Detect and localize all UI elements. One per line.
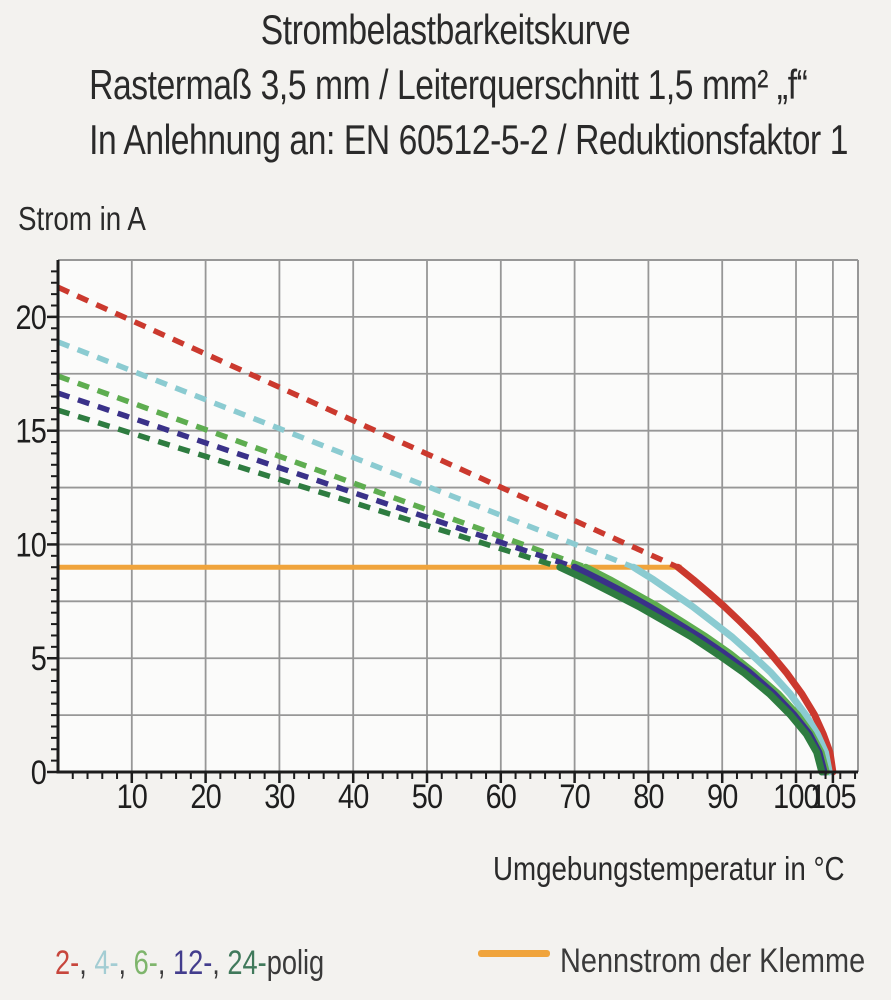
title-line-2: Rastermaß 3,5 mm / Leiterquerschnitt 1,5… — [89, 61, 808, 108]
legend-separator: , — [79, 944, 95, 982]
y-tick-label: 10 — [16, 525, 47, 564]
curve-4-polig-solid — [630, 563, 833, 776]
curve-2-polig-solid — [674, 563, 837, 776]
x-tick-label: 20 — [190, 777, 221, 816]
x-tick-label: 30 — [264, 777, 295, 816]
y-tick-label: 20 — [16, 298, 47, 337]
y-axis-title: Strom in A — [18, 200, 146, 237]
chart-title: Strombelastbarkeitskurve Rastermaß 3,5 m… — [0, 2, 891, 167]
y-tick-label: 15 — [16, 411, 47, 450]
legend-item-6polig: 6- — [133, 944, 158, 982]
curve-12-polig-dashed — [57, 390, 576, 570]
x-tick-label: 80 — [633, 777, 664, 816]
legend-suffix: polig — [266, 944, 325, 982]
x-tick-label: 90 — [707, 777, 738, 816]
nennstrom-line-swatch — [478, 950, 550, 957]
plot-area — [58, 260, 858, 772]
curve-6-polig-dashed — [57, 373, 587, 570]
legend-item-12polig: 12- — [172, 944, 213, 982]
x-tick-label: 40 — [338, 777, 369, 816]
title-line-3: In Anlehnung an: EN 60512-5-2 / Reduktio… — [89, 116, 849, 163]
poles-legend: 2-, 4-, 6-, 12-, 24-polig — [55, 944, 324, 983]
curve-24-polig-solid — [556, 563, 826, 776]
curve-4-polig-dashed — [56, 339, 635, 570]
y-tick-label: 0 — [31, 753, 47, 792]
x-tick-label: 60 — [486, 777, 517, 816]
curve-2-polig-dashed — [56, 284, 680, 570]
x-tick-label: 70 — [559, 777, 590, 816]
legend-item-4polig: 4- — [94, 944, 119, 982]
legend-separator: , — [118, 944, 134, 982]
legend-separator: , — [212, 944, 228, 982]
x-tick-label: 50 — [412, 777, 443, 816]
legend-item-2polig: 2- — [55, 944, 80, 982]
curve-24-polig-dashed — [57, 407, 561, 570]
legend-separator: , — [157, 944, 173, 982]
x-tick-label: 100 — [773, 777, 819, 816]
x-tick-label: 10 — [117, 777, 148, 816]
x-axis-title: Umgebungstemperatur in °C — [493, 850, 845, 887]
y-tick-label: 5 — [31, 639, 47, 678]
x-tick-label: 105 — [810, 777, 856, 816]
legend-item-24polig: 24- — [227, 944, 267, 982]
nennstrom-label: Nennstrom der Klemme — [560, 942, 866, 980]
title-line-1: Strombelastbarkeitskurve — [260, 6, 631, 53]
